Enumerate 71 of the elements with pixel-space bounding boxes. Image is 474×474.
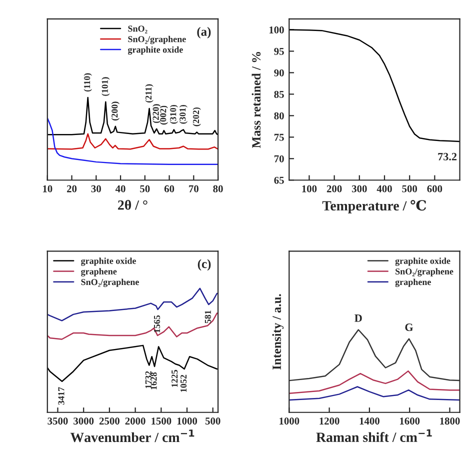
x-tick-label: 300 [352,185,367,192]
annotation: (002) [160,106,168,125]
x-tick-label: 1600 [400,418,420,425]
text: (a) [197,27,211,38]
legend-label: SnO₂/graphene [396,268,454,276]
x-tick-label: 200 [326,185,342,192]
y-tick-label: 80 [274,112,284,120]
annotation: (200) [111,102,120,120]
annotation: 1565 [154,315,160,332]
legend-label: graphite oxide [395,258,450,266]
x-tick-label: 70 [189,185,198,192]
annotation: (301) [179,104,188,124]
x-tick-label: 80 [213,185,223,192]
x-tick-label: 500 [402,185,418,192]
x-tick-label: 10 [43,185,52,192]
y-axis-title: Intensity / a.u. [272,294,284,370]
annotation: (211) [145,84,154,103]
annotation: (220) [152,104,161,123]
x-tick-label: 1400 [360,418,380,425]
x-tick-label: 100 [302,185,317,192]
legend-label: graphene [81,268,117,276]
legend-label: graphite oxide [81,258,136,266]
annotation: 73.2 [438,152,457,160]
legend-label: SnO₂/graphene [128,36,186,44]
x-tick-label: 400 [376,185,392,192]
y-tick-label: 100 [269,26,284,34]
x-tick-label: 40 [115,185,126,192]
x-tick-label: 3500 [48,418,68,425]
legend-label: SnO₂/graphene [81,278,139,287]
annotation: 1732 [145,371,152,388]
x-tick-label: 1800 [440,418,460,425]
x-axis-title: Temperature / ℃ [322,200,426,214]
x-tick-label: 2500 [99,418,120,425]
x-tick-label: 500 [205,418,220,425]
annotation: 1052 [180,374,187,392]
annotation: 581 [204,310,211,324]
annotation: 3417 [58,387,64,405]
annotation: (110) [84,73,92,92]
x-axis-title: 2θ / ° [118,200,148,210]
x-tick-label: 50 [140,185,150,192]
x-tick-label: 1200 [320,418,340,425]
y-axis-title: Mass retained / % [252,52,261,148]
x-tick-label: 1500 [152,418,172,425]
y-tick-label: 70 [274,155,284,162]
legend-label: SnO₂ [128,26,148,34]
x-tick-label: 3000 [74,418,94,425]
legend-label: graphite oxide [128,46,183,55]
x-tick-label: 30 [91,185,101,192]
y-tick-label: 65 [274,176,284,184]
annotation: 1628 [150,372,157,390]
y-tick-label: 75 [274,134,284,141]
legend-label: graphene [395,278,431,287]
annotation: (202) [192,107,201,126]
annotation: D [354,314,362,322]
x-tick-label: 600 [427,185,442,192]
y-tick-label: 85 [274,90,284,98]
annotation: G [405,324,414,332]
text: (c) [198,259,211,271]
x-tick-label: 60 [164,185,174,192]
annotation: (101) [102,77,110,96]
x-tick-label: 2000 [125,418,146,425]
x-tick-label: 20 [67,185,77,192]
annotation: 1225 [172,370,178,387]
annotation: (310) [170,104,178,124]
x-axis-title: Raman shift / cm$^{−1}$ [316,429,432,442]
x-tick-label: 1000 [177,418,198,425]
y-tick-label: 95 [274,48,284,55]
y-tick-label: 90 [274,69,284,76]
x-axis-title: Wavenumber / cm$^{−1}$ [70,430,194,442]
line-series [289,29,460,142]
x-tick-label: 1000 [280,418,300,425]
